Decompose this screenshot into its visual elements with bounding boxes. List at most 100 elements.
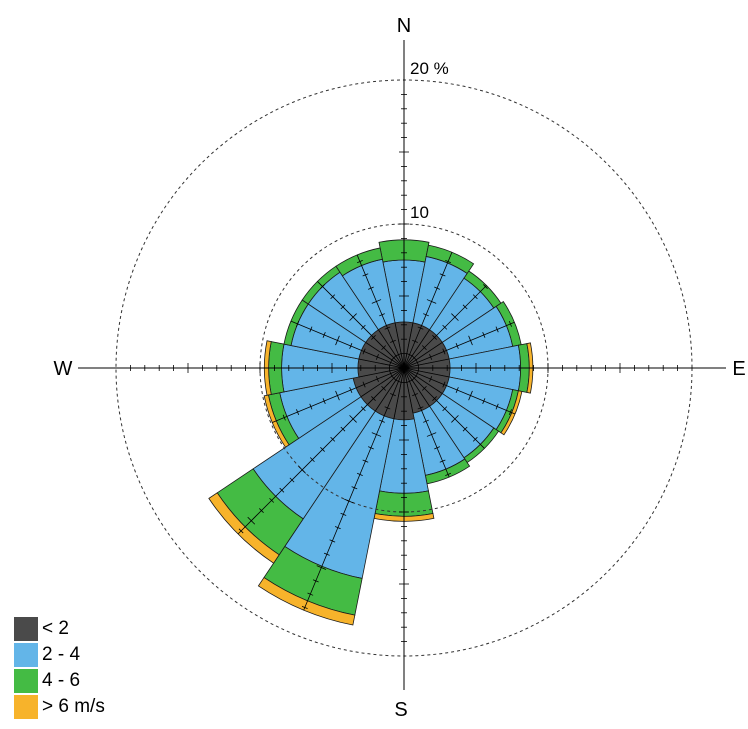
spoke-se — [403, 367, 485, 449]
core-boundary-1 — [403, 329, 430, 369]
core-boundary-11 — [358, 367, 405, 378]
tick-nw-8 — [320, 284, 325, 289]
tick-ese-1 — [415, 370, 419, 377]
tick-se-6 — [462, 426, 468, 432]
legend-item-lt2: < 2 — [14, 617, 105, 641]
tick-nw-5 — [349, 313, 357, 321]
tick-nnw-5 — [371, 299, 382, 304]
tick-sse-3 — [417, 406, 424, 410]
tick-nw-2 — [381, 345, 387, 351]
tick-wnw-1 — [389, 359, 393, 366]
core-boundary-9 — [374, 367, 405, 412]
tick-nne-4 — [423, 313, 429, 317]
tick-ssw-13 — [329, 539, 336, 543]
tick-sse-7 — [439, 459, 446, 463]
tick-nnw-2 — [390, 339, 396, 343]
tick-ssw-18 — [301, 605, 308, 609]
tick-nnw-1 — [395, 353, 402, 357]
core-boundary-6 — [403, 367, 430, 407]
legend-item-2-4: 2 - 4 — [14, 643, 105, 667]
tick-wsw-2 — [375, 376, 379, 382]
spoke-wsw — [272, 367, 405, 423]
tick-ese-8 — [508, 409, 512, 416]
tick-ese-3 — [442, 381, 446, 388]
tick-wsw-5 — [335, 390, 340, 401]
tick-se-2 — [421, 385, 427, 391]
spoke-nnw — [356, 254, 405, 369]
tick-ssw-2 — [390, 393, 396, 397]
legend-label: < 2 — [42, 618, 69, 639]
tick-ssw-12 — [334, 526, 341, 530]
tick-nne-8 — [445, 260, 452, 264]
tick-sw-1 — [391, 375, 397, 381]
tick-ene-4 — [455, 343, 459, 349]
legend-swatch — [14, 643, 38, 667]
tick-ssw-15 — [316, 565, 327, 570]
compass-label-n: N — [397, 15, 411, 37]
core-boundary-10 — [360, 367, 405, 398]
tick-ssw-17 — [307, 592, 314, 596]
tick-wnw-3 — [362, 348, 366, 355]
core-boundary-5 — [403, 367, 443, 394]
tick-sw-4 — [360, 406, 366, 412]
legend-label: > 6 m/s — [42, 696, 105, 717]
tick-sse-6 — [434, 446, 440, 450]
tick-ssw-4 — [379, 419, 385, 423]
tick-sw-7 — [330, 436, 336, 442]
ring-label-20: 20 % — [410, 59, 449, 78]
tick-ne-1 — [411, 355, 417, 361]
tick-ne-6 — [462, 304, 468, 310]
spoke-ene — [403, 321, 515, 369]
core-boundary-15 — [394, 322, 405, 369]
tick-sw-10 — [298, 466, 306, 474]
tick-ene-1 — [415, 359, 419, 366]
tick-ssw-1 — [395, 379, 402, 383]
tick-nne-3 — [417, 326, 424, 330]
tick-ssw-16 — [312, 579, 319, 583]
tick-se-5 — [451, 415, 459, 423]
legend: < 2 2 - 4 4 - 6 > 6 m/s — [14, 617, 105, 721]
tick-wsw-8 — [296, 409, 300, 416]
tick-sw-11 — [289, 477, 295, 483]
tick-ssw-9 — [351, 486, 358, 490]
tick-wsw-4 — [349, 387, 353, 393]
tick-wsw-1 — [389, 370, 393, 377]
spoke-sw — [237, 367, 405, 535]
compass-label-s: S — [394, 699, 407, 721]
tick-sse-8 — [445, 472, 452, 476]
core-boundary-2 — [403, 342, 443, 369]
tick-se-7 — [472, 436, 478, 442]
tick-se-4 — [442, 406, 448, 412]
tick-se-1 — [411, 375, 417, 381]
spoke-ssw — [303, 367, 405, 611]
tick-ne-7 — [472, 294, 478, 300]
spoke-wnw — [290, 320, 405, 369]
legend-swatch — [14, 617, 38, 641]
compass-label-w: W — [54, 358, 73, 380]
core-boundary-8 — [393, 367, 405, 419]
sector-ese-band-3 — [500, 390, 523, 436]
core-boundary-14 — [378, 329, 405, 369]
legend-item-4-6: 4 - 6 — [14, 669, 105, 693]
tick-sw-13 — [269, 497, 275, 503]
ring-label-10: 10 — [410, 203, 429, 222]
tick-wsw-9 — [282, 414, 286, 421]
tick-wnw-2 — [375, 354, 379, 360]
tick-ssw-7 — [362, 459, 369, 463]
tick-ene-6 — [482, 332, 486, 338]
tick-ssw-3 — [384, 406, 391, 410]
tick-sse-4 — [423, 419, 429, 423]
tick-ne-2 — [421, 345, 427, 351]
tick-sw-3 — [371, 396, 376, 401]
tick-wsw-7 — [309, 403, 313, 410]
core-boundary-4 — [403, 367, 450, 378]
legend-swatch — [14, 695, 38, 719]
tick-nw-3 — [371, 335, 376, 340]
compass-label-e: E — [732, 358, 745, 380]
tick-nne-7 — [439, 273, 446, 277]
tick-ssw-11 — [340, 512, 347, 516]
tick-ne-5 — [451, 313, 459, 321]
tick-ene-7 — [495, 326, 499, 333]
tick-wnw-5 — [335, 335, 340, 346]
